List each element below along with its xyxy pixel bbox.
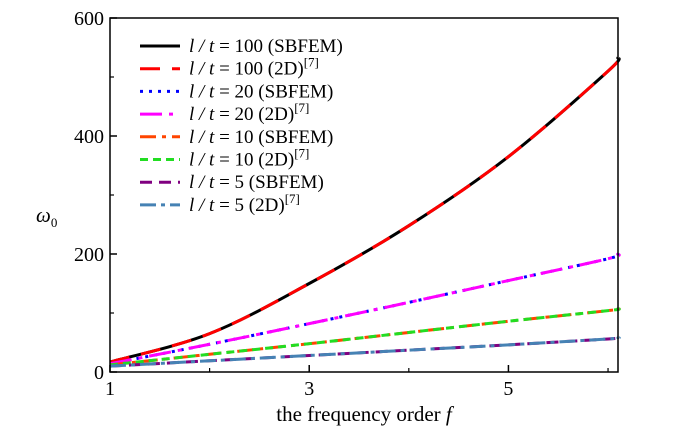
legend-label-1: l / t = 100 (2D)[7] xyxy=(189,55,319,80)
legend-ratio: l / t xyxy=(189,36,215,57)
legend-label-6: l / t = 5 (SBFEM) xyxy=(189,172,324,193)
legend-label-2: l / t = 20 (SBFEM) xyxy=(189,81,333,102)
x-axis-label-text: the frequency order xyxy=(276,402,440,426)
legend-ratio: l / t xyxy=(189,81,215,102)
legend-label-0: l / t = 100 (SBFEM) xyxy=(189,36,343,57)
y-tick-label: 400 xyxy=(74,126,104,148)
legend-ratio: l / t xyxy=(189,59,215,80)
legend-value: = 10 (2D) xyxy=(214,150,294,171)
x-tick-label: 5 xyxy=(503,378,513,400)
legend-value: = 100 (2D) xyxy=(214,59,303,80)
legend-value: = 20 (2D) xyxy=(214,104,294,125)
y-tick-label: 600 xyxy=(74,8,104,30)
x-tick-label: 1 xyxy=(105,378,115,400)
x-tick-label: 3 xyxy=(304,378,314,400)
legend-ratio: l / t xyxy=(189,104,215,125)
x-axis-label: the frequency order f xyxy=(276,402,455,426)
y-axis-label: ω0 xyxy=(36,203,57,230)
series-line-2 xyxy=(109,252,621,366)
y-tick-label: 200 xyxy=(74,244,104,266)
legend-label-4: l / t = 10 (SBFEM) xyxy=(189,127,333,148)
y-axis-label-symbol: ω xyxy=(36,203,51,227)
legend-ratio: l / t xyxy=(189,172,215,193)
legend-reference: [7] xyxy=(294,100,309,115)
legend-label-7: l / t = 5 (2D)[7] xyxy=(189,191,300,216)
series-line-4 xyxy=(109,307,621,367)
plot-lines xyxy=(109,56,621,368)
legend-value: = 5 (SBFEM) xyxy=(214,172,323,193)
y-tick-label: 0 xyxy=(94,362,104,384)
legend-reference: [7] xyxy=(285,191,300,206)
legend-reference: [7] xyxy=(304,55,319,70)
x-axis-label-variable: f xyxy=(446,402,455,426)
series-line-7 xyxy=(109,336,621,368)
axis-ticks: 1 3 5 0 200 400 600 xyxy=(74,8,609,400)
y-axis-label-subscript: 0 xyxy=(51,215,58,230)
legend-value: = 10 (SBFEM) xyxy=(214,127,333,148)
legend-ratio: l / t xyxy=(189,150,215,171)
legend-label-3: l / t = 20 (2D)[7] xyxy=(189,100,309,125)
series-line-1 xyxy=(109,56,621,364)
legend-ratio: l / t xyxy=(189,127,215,148)
legend-ratio: l / t xyxy=(189,195,215,216)
legend: l / t = 100 (SBFEM)l / t = 100 (2D)[7]l … xyxy=(140,36,343,216)
legend-reference: [7] xyxy=(294,146,309,161)
legend-value: = 5 (2D) xyxy=(214,195,284,216)
series-line-3 xyxy=(109,252,621,366)
legend-value: = 20 (SBFEM) xyxy=(214,81,333,102)
legend-label-5: l / t = 10 (2D)[7] xyxy=(189,146,309,171)
legend-value: = 100 (SBFEM) xyxy=(214,36,342,57)
